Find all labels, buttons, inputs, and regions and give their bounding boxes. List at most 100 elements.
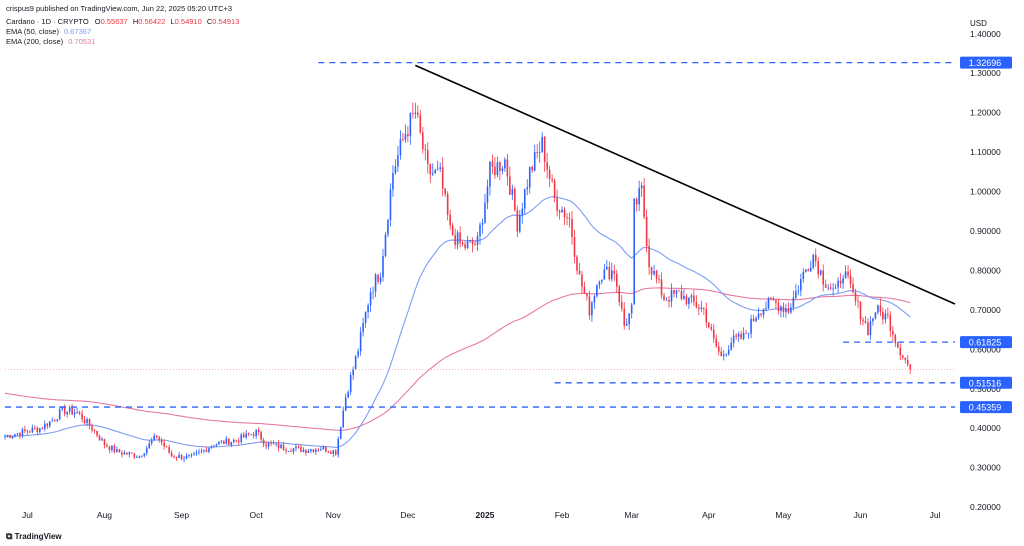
candle [531, 166, 534, 171]
candle [675, 290, 678, 294]
candle [650, 267, 653, 275]
x-tick-label: 2025 [476, 510, 495, 520]
candle [822, 270, 824, 285]
candle [397, 155, 399, 167]
candle [461, 242, 464, 245]
candle [128, 452, 131, 455]
candle [553, 180, 556, 199]
ema200-legend[interactable]: EMA (200, close) 0.70531 [6, 37, 95, 47]
candle [906, 359, 909, 365]
candle [722, 354, 725, 356]
candle [705, 308, 708, 323]
candle [11, 436, 14, 438]
candle [780, 306, 782, 311]
candle [394, 166, 397, 174]
candle [849, 275, 852, 285]
candle [521, 208, 524, 215]
candle [193, 453, 195, 455]
candle [297, 446, 300, 448]
candle [205, 449, 208, 452]
candle [596, 284, 598, 297]
candle [58, 409, 61, 420]
candle [551, 179, 553, 181]
candle [310, 449, 312, 452]
candle [300, 446, 302, 452]
ema50-legend[interactable]: EMA (50, close) 0.67367 [6, 27, 91, 37]
candle [499, 162, 501, 171]
candle [367, 305, 369, 312]
candle [665, 299, 668, 301]
candle [96, 431, 98, 436]
candle [703, 307, 705, 309]
candle [869, 321, 872, 336]
candle [469, 239, 471, 242]
candle [290, 451, 292, 452]
candle [852, 284, 854, 293]
candle [334, 450, 337, 455]
candle [198, 451, 200, 453]
candle [591, 302, 593, 316]
candle [252, 434, 255, 437]
candle [163, 442, 165, 447]
candle [344, 397, 347, 411]
candle [533, 152, 536, 171]
x-tick-label: Jul [930, 510, 941, 520]
candle [747, 333, 750, 335]
descending-trendline [415, 64, 956, 305]
candle [158, 437, 160, 440]
candle [561, 209, 563, 213]
candle [857, 301, 859, 302]
candle [53, 420, 56, 422]
candle [277, 443, 280, 449]
candle [862, 319, 864, 322]
candle [220, 440, 223, 442]
candle [118, 449, 121, 453]
candle [777, 302, 780, 311]
y-tick-label: 0.30000 [970, 463, 1001, 473]
candle [213, 446, 215, 447]
candle [755, 317, 757, 322]
candle [538, 152, 541, 154]
candle [29, 431, 31, 433]
candle [143, 453, 146, 456]
candle [101, 438, 103, 441]
y-tick-label: 0.90000 [970, 226, 1001, 236]
candle [240, 434, 243, 443]
candle [325, 446, 327, 452]
candle [760, 313, 762, 315]
candle [34, 427, 36, 429]
ema200-line [4, 287, 911, 431]
level-badge [960, 401, 1012, 414]
candle [474, 244, 476, 245]
candle [320, 449, 322, 451]
candle [663, 295, 665, 301]
candle [389, 189, 392, 221]
candle [710, 327, 713, 330]
candle [93, 430, 96, 432]
candle [19, 433, 21, 436]
candles [4, 102, 912, 463]
candle [329, 452, 332, 454]
candle [670, 289, 673, 302]
candle [643, 185, 645, 217]
candle [740, 333, 742, 339]
tradingview-logo[interactable]: ⧉ TradingView [6, 531, 62, 542]
candle [399, 139, 402, 156]
x-tick-label: Apr [702, 510, 715, 520]
candle [466, 241, 469, 248]
candle [322, 446, 325, 450]
candle [593, 296, 596, 303]
candle [392, 173, 394, 190]
candle [588, 296, 591, 316]
candle [523, 189, 526, 209]
candle [712, 329, 715, 339]
candle [39, 428, 41, 433]
candle [767, 297, 770, 309]
candle [832, 288, 834, 290]
y-tick-label: 0.70000 [970, 305, 1001, 315]
candle [884, 313, 887, 320]
candle [352, 368, 354, 376]
candle [287, 451, 290, 452]
candle [280, 444, 282, 449]
